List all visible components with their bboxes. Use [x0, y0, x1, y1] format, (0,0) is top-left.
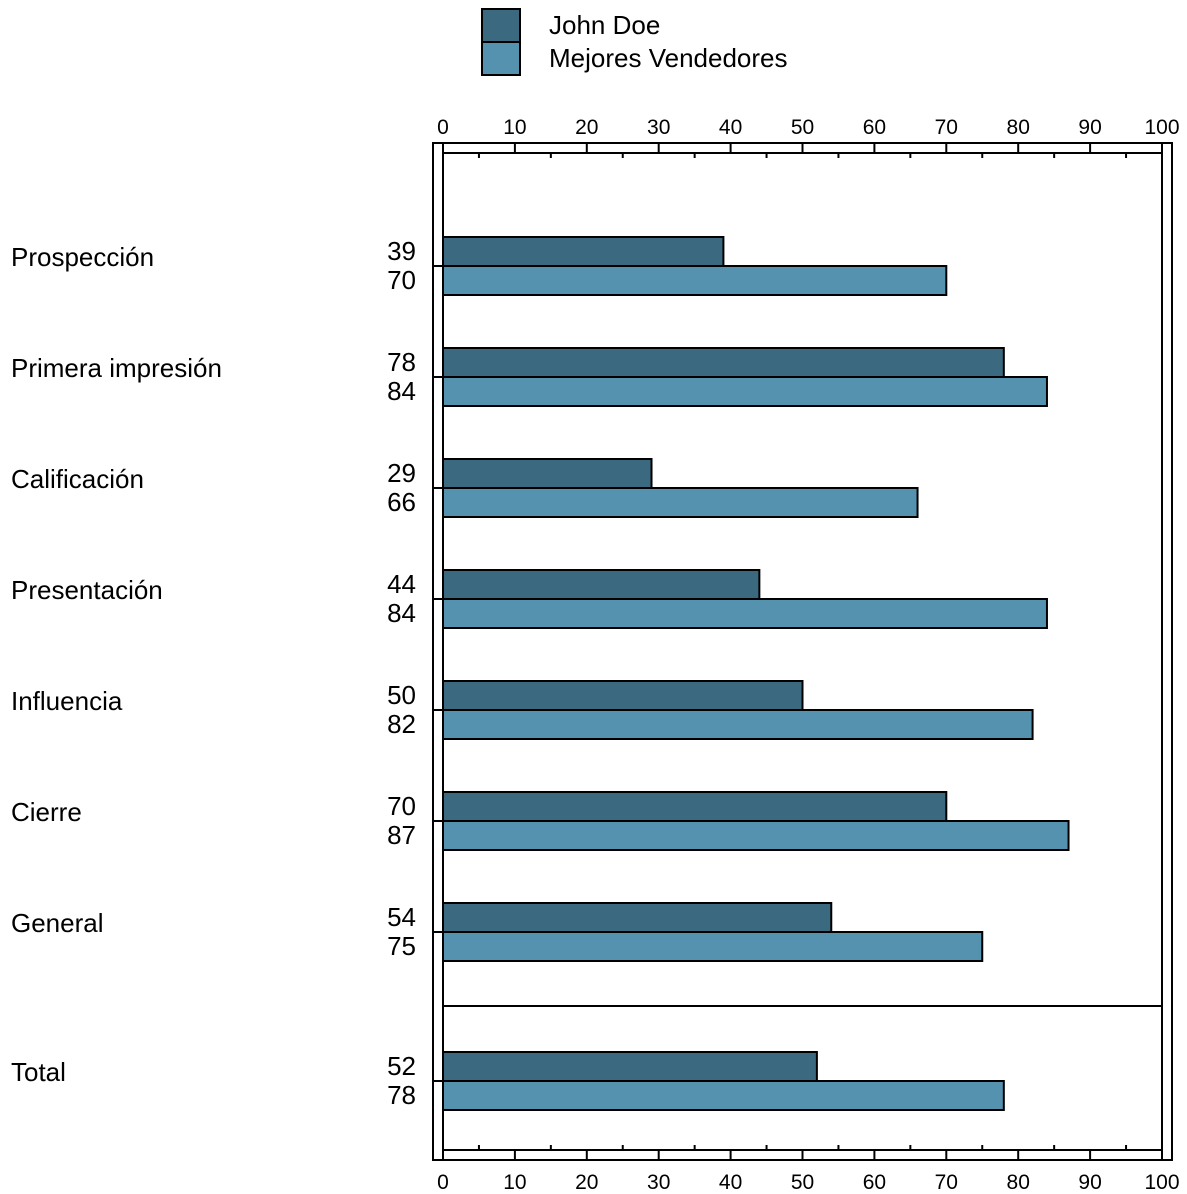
- legend-swatch-0: [481, 8, 521, 43]
- category-label: Calificación: [11, 464, 144, 494]
- bar-john-doe: [442, 1051, 818, 1082]
- data-label: 70: [387, 791, 416, 821]
- x-tick-label-top: 30: [647, 116, 670, 139]
- data-label: 44: [387, 569, 416, 599]
- data-label: 54: [387, 902, 416, 932]
- data-label: 39: [387, 236, 416, 266]
- x-tick-label-top: 100: [1144, 116, 1179, 139]
- bar-mejores-vendedores: [442, 1080, 1005, 1111]
- bar-john-doe: [442, 236, 725, 267]
- bar-john-doe: [442, 902, 833, 933]
- category-label: Influencia: [11, 686, 123, 716]
- plot-area: [432, 142, 1173, 1161]
- x-tick-label-bottom: 80: [1007, 1171, 1030, 1194]
- bar-mejores-vendedores: [442, 931, 984, 962]
- x-tick-label-bottom: 60: [863, 1171, 886, 1194]
- data-label: 29: [387, 458, 416, 488]
- data-label: 82: [387, 709, 416, 739]
- bar-john-doe: [442, 569, 761, 600]
- x-tick-label-bottom: 10: [503, 1171, 526, 1194]
- category-label: Prospección: [11, 242, 154, 272]
- x-tick-label-top: 70: [935, 116, 958, 139]
- data-label: 78: [387, 347, 416, 377]
- x-tick-label-bottom: 30: [647, 1171, 670, 1194]
- data-label: 75: [387, 931, 416, 961]
- bar-john-doe: [442, 458, 653, 489]
- bar-mejores-vendedores: [442, 598, 1048, 629]
- category-label: Total: [11, 1057, 66, 1087]
- data-label: 66: [387, 487, 416, 517]
- x-tick-label-bottom: 0: [437, 1171, 449, 1194]
- category-label: General: [11, 908, 104, 938]
- bars-group: [442, 236, 1070, 1111]
- bar-mejores-vendedores: [442, 709, 1034, 740]
- bar-john-doe: [442, 347, 1005, 378]
- category-label: Cierre: [11, 797, 82, 827]
- bar-mejores-vendedores: [442, 820, 1070, 851]
- plot-frame-inner: [442, 152, 1163, 1151]
- data-label: 50: [387, 680, 416, 710]
- legend-label-1: Mejores Vendedores: [549, 43, 787, 73]
- x-tick-label-top: 60: [863, 116, 886, 139]
- bar-john-doe: [442, 791, 948, 822]
- x-tick-label-top: 20: [575, 116, 598, 139]
- x-tick-label-top: 40: [719, 116, 742, 139]
- x-tick-label-bottom: 20: [575, 1171, 598, 1194]
- bar-mejores-vendedores: [442, 376, 1048, 407]
- data-label: 52: [387, 1051, 416, 1081]
- data-label: 84: [387, 598, 416, 628]
- x-axis-bottom: 0 10 20 30 40 50 60 70 80 90 100: [437, 1145, 1180, 1194]
- bar-mejores-vendedores: [442, 487, 919, 518]
- x-tick-label-bottom: 50: [791, 1171, 814, 1194]
- legend-label-0: John Doe: [549, 10, 660, 40]
- legend-swatch-1: [481, 41, 521, 76]
- plot-frame-outer: [432, 142, 1173, 1161]
- category-label: Primera impresión: [11, 353, 222, 383]
- data-label: 87: [387, 820, 416, 850]
- data-label: 70: [387, 265, 416, 295]
- x-tick-label-top: 50: [791, 116, 814, 139]
- x-tick-label-top: 80: [1007, 116, 1030, 139]
- data-label: 84: [387, 376, 416, 406]
- x-tick-label-top: 0: [437, 116, 449, 139]
- x-tick-label-bottom: 90: [1078, 1171, 1101, 1194]
- x-tick-label-bottom: 70: [935, 1171, 958, 1194]
- bar-mejores-vendedores: [442, 265, 948, 296]
- x-tick-label-bottom: 100: [1144, 1171, 1179, 1194]
- x-tick-label-top: 90: [1078, 116, 1101, 139]
- category-label: Presentación: [11, 575, 163, 605]
- bar-john-doe: [442, 680, 804, 711]
- data-label: 78: [387, 1080, 416, 1110]
- x-axis-top: 0 10 20 30 40 50 60 70 80 90 100: [437, 116, 1180, 158]
- x-tick-label-bottom: 40: [719, 1171, 742, 1194]
- x-tick-label-top: 10: [503, 116, 526, 139]
